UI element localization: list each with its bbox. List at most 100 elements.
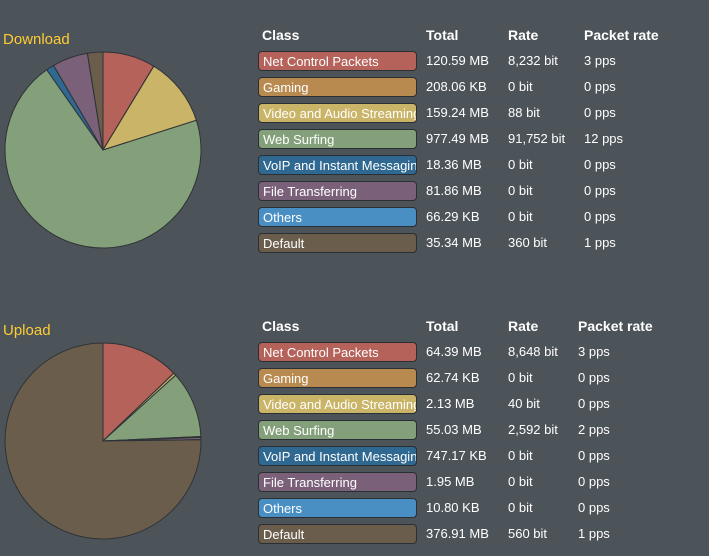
- table-row: Web Surfing 977.49 MB 91,752 bit 12 pps: [258, 128, 708, 154]
- pie-slice-default[interactable]: [4, 342, 202, 540]
- header-total: Total: [426, 27, 459, 43]
- pie-slice-web-surfing[interactable]: [4, 69, 202, 249]
- pie-slice-net-control-packets[interactable]: [102, 342, 175, 443]
- header-packet-rate: Packet rate: [584, 27, 659, 43]
- download-title: Download: [3, 31, 70, 48]
- packet-rate-cell: 0 pps: [578, 500, 610, 515]
- table-row: VoIP and Instant Messaging 747.17 KB 0 bit…: [258, 445, 708, 471]
- packet-rate-cell: 12 pps: [584, 131, 624, 146]
- class-badge-web-surfing[interactable]: Web Surfing: [258, 420, 417, 440]
- packet-rate-cell: 0 pps: [578, 370, 610, 385]
- rate-cell: 360 bit: [508, 235, 548, 250]
- class-badge-net-control-packets[interactable]: Net Control Packets: [258, 51, 417, 71]
- table-row: Video and Audio Streaming 2.13 MB 40 bit 0 …: [258, 393, 708, 419]
- total-cell: 159.24 MB: [426, 105, 489, 120]
- table-row: Net Control Packets 64.39 MB 8,648 bit 3 pp…: [258, 341, 708, 367]
- packet-rate-cell: 3 pps: [584, 53, 616, 68]
- class-badge-voip-and-instant-messaging[interactable]: VoIP and Instant Messaging: [258, 155, 417, 175]
- rate-cell: 0 bit: [508, 370, 533, 385]
- table-row: Gaming 208.06 KB 0 bit 0 pps: [258, 76, 708, 102]
- total-cell: 64.39 MB: [426, 344, 482, 359]
- total-cell: 120.59 MB: [426, 53, 489, 68]
- rate-cell: 560 bit: [508, 526, 548, 541]
- download-pie-chart: [3, 50, 203, 250]
- upload-title: Upload: [3, 322, 51, 339]
- total-cell: 10.80 KB: [426, 500, 480, 515]
- class-badge-others[interactable]: Others: [258, 207, 417, 227]
- class-badge-video-and-audio-streaming[interactable]: Video and Audio Streaming: [258, 103, 417, 123]
- rate-cell: 0 bit: [508, 209, 533, 224]
- packet-rate-cell: 2 pps: [578, 422, 610, 437]
- packet-rate-cell: 0 pps: [584, 183, 616, 198]
- pie-slice-default[interactable]: [86, 51, 104, 151]
- packet-rate-cell: 0 pps: [578, 396, 610, 411]
- table-row: Others 10.80 KB 0 bit 0 pps: [258, 497, 708, 523]
- packet-rate-cell: 0 pps: [584, 79, 616, 94]
- packet-rate-cell: 0 pps: [584, 157, 616, 172]
- class-badge-gaming[interactable]: Gaming: [258, 77, 417, 97]
- pie-slice-web-surfing[interactable]: [101, 374, 202, 442]
- total-cell: 376.91 MB: [426, 526, 489, 541]
- class-badge-web-surfing[interactable]: Web Surfing: [258, 129, 417, 149]
- rate-cell: 0 bit: [508, 79, 533, 94]
- total-cell: 55.03 MB: [426, 422, 482, 437]
- total-cell: 18.36 MB: [426, 157, 482, 172]
- download-section: Download Class Total Rate Packet rate Ne…: [0, 20, 709, 260]
- class-badge-default[interactable]: Default: [258, 233, 417, 253]
- rate-cell: 0 bit: [508, 500, 533, 515]
- table-row: Video and Audio Streaming 159.24 MB 88 bit…: [258, 102, 708, 128]
- class-badge-file-transferring[interactable]: File Transferring: [258, 181, 417, 201]
- total-cell: 62.74 KB: [426, 370, 480, 385]
- class-badge-net-control-packets[interactable]: Net Control Packets: [258, 342, 417, 362]
- header-packet-rate: Packet rate: [578, 318, 653, 334]
- total-cell: 2.13 MB: [426, 396, 475, 411]
- download-pie-svg: [4, 51, 202, 249]
- class-badge-others[interactable]: Others: [258, 498, 417, 518]
- table-row: Others 66.29 KB 0 bit 0 pps: [258, 206, 708, 232]
- class-badge-file-transferring[interactable]: File Transferring: [258, 472, 417, 492]
- packet-rate-cell: 0 pps: [584, 105, 616, 120]
- rate-cell: 8,648 bit: [508, 344, 558, 359]
- packet-rate-cell: 0 pps: [584, 209, 616, 224]
- table-row: File Transferring 81.86 MB 0 bit 0 pps: [258, 180, 708, 206]
- table-row: VoIP and Instant Messaging 18.36 MB 0 bit 0…: [258, 154, 708, 180]
- total-cell: 1.95 MB: [426, 474, 475, 489]
- header-rate: Rate: [508, 318, 539, 334]
- packet-rate-cell: 0 pps: [578, 448, 610, 463]
- packet-rate-cell: 1 pps: [584, 235, 616, 250]
- rate-cell: 0 bit: [508, 474, 533, 489]
- packet-rate-cell: 3 pps: [578, 344, 610, 359]
- upload-section: Upload Class Total Rate Packet rate Net …: [0, 311, 709, 551]
- table-row: Gaming 62.74 KB 0 bit 0 pps: [258, 367, 708, 393]
- header-class: Class: [262, 318, 300, 334]
- total-cell: 66.29 KB: [426, 209, 480, 224]
- packet-rate-cell: 1 pps: [578, 526, 610, 541]
- class-badge-video-and-audio-streaming[interactable]: Video and Audio Streaming: [258, 394, 417, 414]
- total-cell: 81.86 MB: [426, 183, 482, 198]
- class-badge-default[interactable]: Default: [258, 524, 417, 544]
- upload-pie-chart: [3, 341, 203, 541]
- total-cell: 208.06 KB: [426, 79, 487, 94]
- rate-cell: 88 bit: [508, 105, 540, 120]
- class-badge-gaming[interactable]: Gaming: [258, 368, 417, 388]
- rate-cell: 0 bit: [508, 183, 533, 198]
- table-row: Net Control Packets 120.59 MB 8,232 bit 3 p…: [258, 50, 708, 76]
- rate-cell: 0 bit: [508, 157, 533, 172]
- rate-cell: 0 bit: [508, 448, 533, 463]
- table-row: Web Surfing 55.03 MB 2,592 bit 2 pps: [258, 419, 708, 445]
- packet-rate-cell: 0 pps: [578, 474, 610, 489]
- upload-pie-svg: [4, 342, 202, 540]
- table-row: Default 35.34 MB 360 bit 1 pps: [258, 232, 708, 258]
- table-row: Default 376.91 MB 560 bit 1 pps: [258, 523, 708, 549]
- rate-cell: 91,752 bit: [508, 131, 566, 146]
- table-row: File Transferring 1.95 MB 0 bit 0 pps: [258, 471, 708, 497]
- rate-cell: 8,232 bit: [508, 53, 558, 68]
- header-rate: Rate: [508, 27, 539, 43]
- class-badge-voip-and-instant-messaging[interactable]: VoIP and Instant Messaging: [258, 446, 417, 466]
- header-class: Class: [262, 27, 300, 43]
- total-cell: 747.17 KB: [426, 448, 487, 463]
- rate-cell: 2,592 bit: [508, 422, 558, 437]
- total-cell: 977.49 MB: [426, 131, 489, 146]
- rate-cell: 40 bit: [508, 396, 540, 411]
- pie-slice-video-and-audio-streaming[interactable]: [101, 65, 198, 151]
